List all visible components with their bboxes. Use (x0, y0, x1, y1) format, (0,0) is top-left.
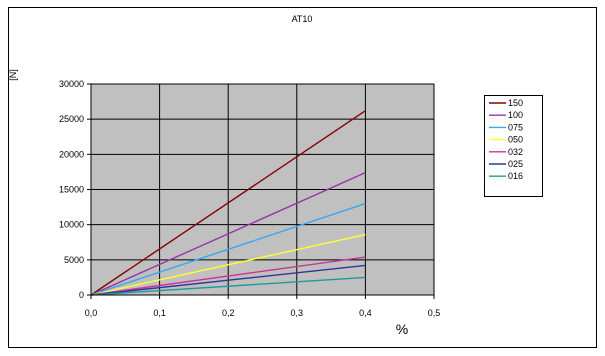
series-line-150 (90, 110, 366, 296)
chart-title: AT10 (292, 14, 313, 24)
x-axis-label: % (396, 321, 408, 337)
legend-label-150: 150 (508, 98, 523, 108)
legend-label-100: 100 (508, 110, 523, 120)
series-layer (90, 110, 366, 296)
legend-label-032: 032 (508, 147, 523, 157)
y-tick-label: 25000 (59, 114, 84, 124)
legend-label-016: 016 (508, 171, 523, 181)
x-tick-label: 0,2 (222, 308, 235, 318)
y-tick-label: 0 (79, 290, 84, 300)
legend (484, 95, 543, 197)
x-tick-label: 0,3 (291, 308, 304, 318)
x-tick-label: 0,5 (428, 308, 441, 318)
x-tick-label: 0,4 (359, 308, 372, 318)
y-tick-label: 20000 (59, 149, 84, 159)
legend-label-025: 025 (508, 159, 523, 169)
legend-entries: 150 100 075 050 032 025 016 (489, 98, 523, 181)
series-line-075 (90, 202, 366, 296)
y-tick-label: 15000 (59, 185, 84, 195)
series-line-050 (90, 233, 366, 296)
series-line-100 (90, 171, 366, 296)
x-tick-label: 0,0 (85, 308, 98, 318)
y-axis-label: [N] (8, 69, 18, 81)
legend-label-050: 050 (508, 135, 523, 145)
legend-label-075: 075 (508, 122, 523, 132)
series-line-025 (90, 264, 366, 296)
y-tick-label: 30000 (59, 79, 84, 89)
y-tick-label: 10000 (59, 220, 84, 230)
series-line-032 (90, 256, 366, 296)
y-tick-label: 5000 (64, 255, 84, 265)
series-line-016 (90, 276, 366, 296)
tick-labels: 0 5000 10000 15000 20000 25000 30000 0,0 0,1 0,2 0… (59, 79, 440, 318)
x-tick-label: 0,1 (153, 308, 166, 318)
axes (87, 83, 435, 299)
